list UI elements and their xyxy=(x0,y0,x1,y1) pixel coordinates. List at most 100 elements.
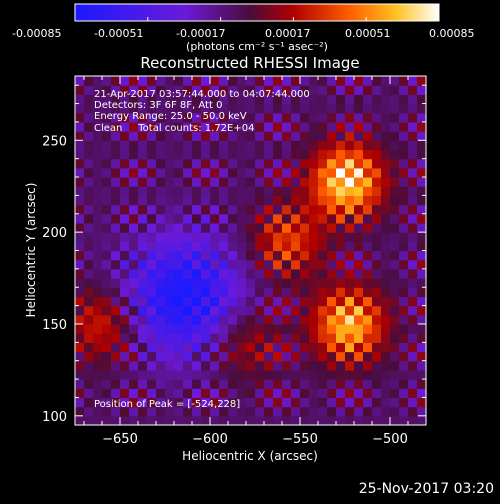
heatmap-cell xyxy=(138,379,148,389)
heatmap-cell xyxy=(408,213,418,224)
heatmap-cell xyxy=(174,103,184,114)
heatmap-cell xyxy=(219,241,229,252)
heatmap-cell xyxy=(237,278,247,288)
heatmap-cell xyxy=(84,278,94,288)
heatmap-cell xyxy=(84,177,94,187)
heatmap-cell xyxy=(300,158,310,169)
heatmap-cell xyxy=(102,186,112,196)
heatmap-cell xyxy=(165,314,175,325)
heatmap-cell xyxy=(255,94,265,105)
heatmap-cell xyxy=(129,103,139,114)
heatmap-cell xyxy=(246,406,256,417)
heatmap-cell xyxy=(84,406,94,417)
heatmap-cell xyxy=(318,103,328,114)
heatmap-cell xyxy=(372,140,382,151)
heatmap-cell xyxy=(93,250,103,261)
heatmap-cell xyxy=(201,296,211,307)
heatmap-cell xyxy=(264,94,274,105)
heatmap-cell xyxy=(147,278,157,288)
heatmap-cell xyxy=(264,388,274,399)
heatmap-cell xyxy=(300,287,310,298)
heatmap-cell xyxy=(102,158,112,169)
heatmap-cell xyxy=(282,379,292,389)
heatmap-cell xyxy=(210,121,220,132)
heatmap-cell xyxy=(417,259,427,270)
heatmap-cell xyxy=(129,278,139,288)
heatmap-cell xyxy=(246,342,256,353)
heatmap-cell xyxy=(291,131,301,141)
heatmap-cell xyxy=(147,333,157,343)
heatmap-cell xyxy=(156,85,166,95)
heatmap-cell xyxy=(300,278,310,288)
heatmap-cell xyxy=(228,94,238,105)
heatmap-cell xyxy=(300,268,310,279)
heatmap-cell xyxy=(147,195,157,206)
heatmap-cell xyxy=(336,379,346,389)
heatmap-cell xyxy=(255,278,265,288)
heatmap-cell xyxy=(372,213,382,224)
heatmap-cell xyxy=(156,305,166,316)
heatmap-cell xyxy=(75,140,85,151)
heatmap-cell xyxy=(228,222,238,233)
heatmap-cell xyxy=(111,186,121,196)
heatmap-cell xyxy=(363,278,373,288)
heatmap-cell xyxy=(291,232,301,242)
heatmap-cell xyxy=(174,406,184,417)
heatmap-cell xyxy=(120,195,130,206)
heatmap-cell xyxy=(318,351,328,362)
heatmap-cell xyxy=(282,342,292,353)
heatmap-cell xyxy=(156,323,166,334)
heatmap-cell xyxy=(147,94,157,105)
heatmap-cell xyxy=(255,250,265,261)
heatmap-cell xyxy=(75,167,85,178)
heatmap-cell xyxy=(408,250,418,261)
heatmap-cell xyxy=(282,222,292,233)
heatmap-cell xyxy=(75,314,85,325)
heatmap-cell xyxy=(354,131,364,141)
heatmap-cell xyxy=(84,103,94,114)
heatmap-cell xyxy=(318,388,328,399)
heatmap-cell xyxy=(219,360,229,371)
heatmap-cell xyxy=(345,167,355,178)
heatmap-cell xyxy=(390,305,400,316)
heatmap-cell xyxy=(381,351,391,362)
heatmap-cell xyxy=(129,287,139,298)
heatmap-cell xyxy=(273,232,283,242)
heatmap-cell xyxy=(390,103,400,114)
heatmap-cell xyxy=(363,259,373,270)
heatmap-cell xyxy=(273,85,283,95)
heatmap-cell xyxy=(219,149,229,160)
heatmap-cell xyxy=(300,167,310,178)
heatmap-cell xyxy=(84,268,94,279)
heatmap-cell xyxy=(93,112,103,123)
heatmap-cell xyxy=(120,112,130,123)
heatmap-cell xyxy=(156,259,166,270)
heatmap-cell xyxy=(93,241,103,252)
heatmap-cell xyxy=(246,250,256,261)
heatmap-cell xyxy=(138,296,148,307)
heatmap-cell xyxy=(318,406,328,417)
heatmap-cell xyxy=(75,369,85,380)
heatmap-cell xyxy=(129,250,139,261)
heatmap-cell xyxy=(228,333,238,343)
heatmap-cell xyxy=(75,204,85,215)
heatmap-cell xyxy=(363,186,373,196)
heatmap-cell xyxy=(264,186,274,196)
heatmap-cell xyxy=(156,213,166,224)
heatmap-cell xyxy=(408,342,418,353)
heatmap-cell xyxy=(417,342,427,353)
heatmap-cell xyxy=(264,250,274,261)
heatmap-cell xyxy=(192,85,202,95)
heatmap-cell xyxy=(408,278,418,288)
heatmap-cell xyxy=(210,140,220,151)
heatmap-cell xyxy=(390,406,400,417)
heatmap-cell xyxy=(336,121,346,132)
heatmap-cell xyxy=(111,167,121,178)
heatmap-cell xyxy=(417,121,427,132)
heatmap-cell xyxy=(246,268,256,279)
heatmap-cell xyxy=(93,342,103,353)
heatmap-cell xyxy=(246,369,256,380)
heatmap-cell xyxy=(156,103,166,114)
heatmap-cell xyxy=(390,149,400,160)
heatmap-cell xyxy=(219,76,229,86)
